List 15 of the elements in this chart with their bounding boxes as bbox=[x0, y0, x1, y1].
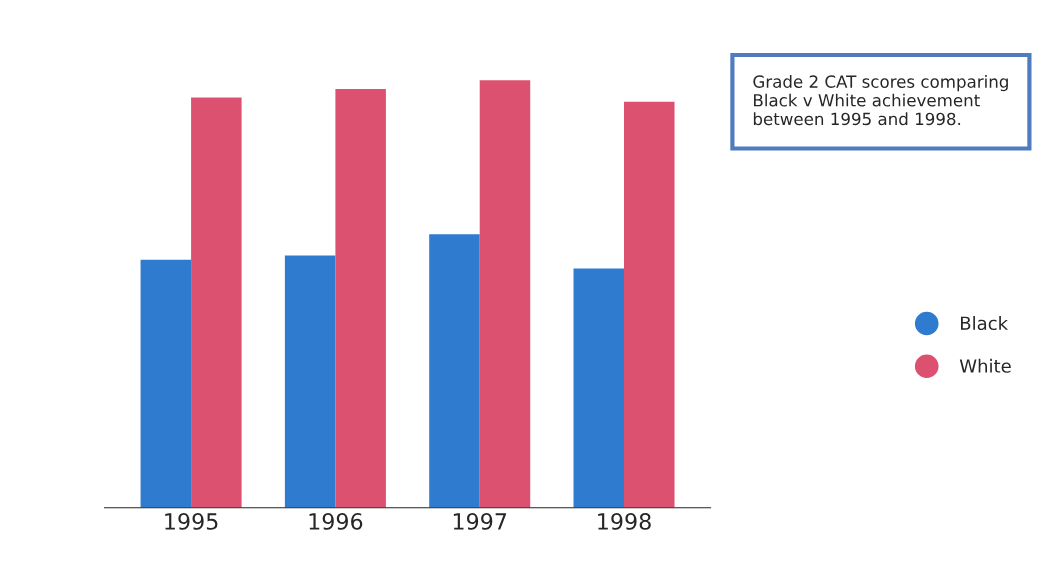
text: Grade 2 CAT scores comparing Black v White achievement between 1995 and 1998. bbox=[753, 75, 1008, 126]
x-tick-label: 1995 bbox=[165, 513, 218, 530]
bar bbox=[573, 268, 625, 508]
bar bbox=[191, 97, 242, 508]
bar bbox=[335, 88, 386, 508]
bar bbox=[140, 259, 192, 508]
legend-label: Black bbox=[961, 316, 1009, 331]
bar bbox=[284, 255, 336, 508]
bar bbox=[479, 80, 531, 508]
bar bbox=[624, 101, 675, 508]
x-tick-label: 1997 bbox=[453, 513, 507, 530]
legend-label: White bbox=[959, 358, 1011, 373]
bar bbox=[429, 234, 480, 508]
x-tick-label: 1998 bbox=[598, 513, 651, 530]
x-tick-label: 1996 bbox=[309, 513, 363, 530]
